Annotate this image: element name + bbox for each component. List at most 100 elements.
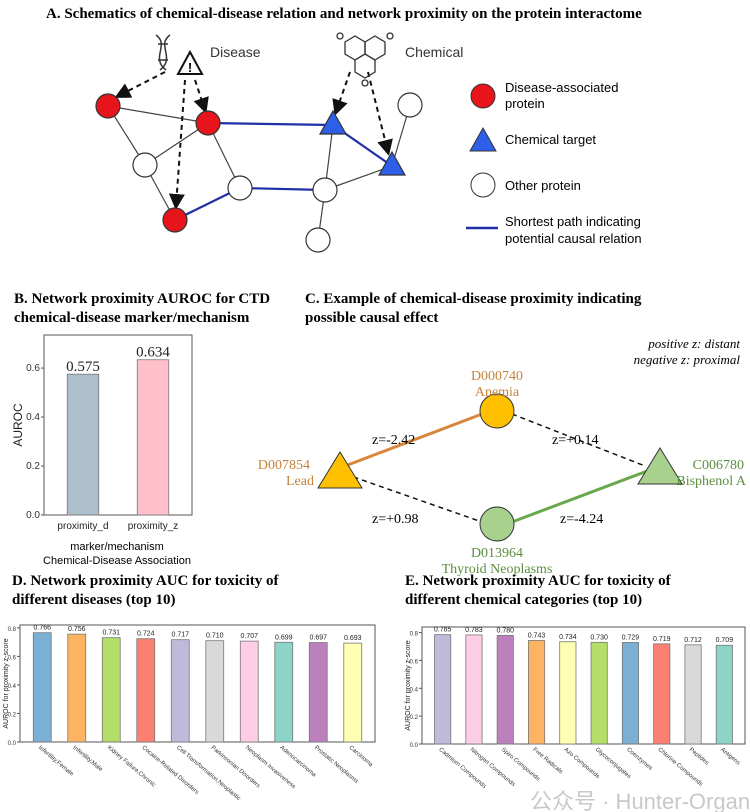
y-tick-label: 0.8 (8, 627, 17, 633)
bar (308, 642, 328, 743)
y-tick-label: 0.6 (26, 363, 40, 374)
data-label: 0.731 (102, 630, 120, 637)
panel-a-legend: Disease-associated protein Chemical targ… (466, 80, 642, 246)
legend-disease-label: Disease-associated (505, 80, 618, 95)
data-label: 0.575 (66, 359, 100, 375)
bar (465, 634, 483, 745)
y-tick-label: 0.8 (410, 632, 419, 638)
panel-d-title-2: different diseases (top 10) (12, 592, 175, 608)
legend-other-label: Other protein (505, 178, 581, 193)
disease-protein-node (195, 110, 221, 136)
bar (170, 639, 190, 743)
edge-thyroid-bisphenol (511, 468, 651, 524)
panel-c-title-2: possible causal effect (305, 310, 438, 326)
bar (32, 632, 52, 743)
y-tick-label: 0.4 (410, 687, 419, 693)
data-label: 0.719 (653, 636, 671, 643)
bar (434, 634, 452, 745)
y-tick-label: 0.2 (8, 712, 17, 718)
legend-other-icon (470, 172, 496, 198)
chemical-structure-icon (336, 32, 394, 87)
y-tick-label: 0.6 (410, 659, 419, 665)
shortest-path-edge (207, 121, 334, 127)
x-tick-label: Cell Transformation,Neoplastic (175, 745, 241, 802)
z-lead-anemia: z=-2.42 (372, 433, 415, 448)
shortest-path-edge (239, 186, 326, 192)
other-protein-node (312, 177, 338, 203)
chart-d: 0.0 0.2 0.4 0.6 0.8 AUROC for proximity z-sco… (3, 624, 376, 802)
x-tick-label: Free Radicals (531, 747, 563, 775)
bar (67, 633, 87, 743)
data-label: 0.785 (434, 627, 452, 634)
bar (715, 644, 733, 745)
data-label: 0.634 (136, 345, 170, 361)
y-axis-label: AUROC (11, 403, 25, 447)
legend-target-label: Chemical target (505, 132, 596, 147)
legend-path-label: Shortest path indicating (505, 214, 641, 229)
chemical-arrow (367, 71, 393, 156)
bar (343, 642, 363, 743)
x-tick-label: Carcinoma (347, 745, 374, 769)
chemical-target-node (377, 150, 407, 176)
thyroid-name: Thyroid Neoplasms (442, 562, 553, 577)
chemical-target-node (318, 109, 348, 135)
chart-b-xlabel-2: Chemical-Disease Association (43, 555, 191, 567)
y-tick-label: 0.0 (26, 510, 40, 521)
chart-b-xlabel: marker/mechanism (70, 541, 164, 553)
x-tick-label: Coenzymes (625, 747, 653, 772)
panel-e-title-2: different chemical categories (top 10) (405, 592, 642, 608)
other-protein-node (397, 92, 423, 118)
y-tick-label: 0.0 (410, 743, 419, 749)
edge (107, 105, 209, 124)
legend-disease-icon (470, 83, 496, 109)
edge-lead-thyroid (344, 473, 483, 523)
data-label: 0.699 (275, 634, 293, 641)
bisphenol-id: C006780 (693, 458, 744, 473)
data-label: 0.697 (309, 635, 327, 642)
other-protein-node (305, 227, 331, 253)
data-label: 0.693 (344, 635, 362, 642)
legend-target-icon (469, 126, 497, 152)
panel-c-note-2: negative z: proximal (634, 352, 741, 367)
thyroid-id: D013964 (471, 546, 523, 561)
legend-path-label-2: potential causal relation (505, 231, 642, 246)
x-tick-label: Infertility,Female (37, 745, 75, 778)
plot-frame (19, 624, 376, 743)
bar (239, 640, 259, 743)
x-tick-label: proximity_z (128, 521, 179, 532)
y-axis-label: AUROC for proximity z-score (405, 640, 412, 730)
data-label: 0.709 (716, 637, 734, 644)
lead-node (317, 451, 363, 489)
x-tick-label: Infertility,Male (71, 745, 103, 774)
data-label: 0.717 (171, 632, 189, 639)
bar (205, 640, 225, 743)
shortest-paths (174, 121, 393, 221)
bar (528, 640, 546, 745)
disease-protein-node (95, 93, 121, 119)
data-label: 0.766 (33, 625, 51, 632)
svg-text:!: ! (188, 60, 192, 75)
bar (684, 644, 702, 745)
plot-frame (421, 626, 746, 745)
y-tick-label: 0.6 (8, 655, 17, 661)
legend-disease-label-2: protein (505, 96, 545, 111)
chart-b: 0.0 0.2 0.4 0.6 AUROC 0.575 proximity_d 0.634 pr… (11, 334, 193, 532)
warning-icon: ! (176, 49, 204, 75)
disease-arrow (193, 79, 209, 114)
panel-d-title: D. Network proximity AUC for toxicity of (12, 573, 279, 589)
x-tick-label: Adenocarcinoma (278, 745, 317, 779)
other-protein-node (227, 175, 253, 201)
y-axis-label: AUROC for proximity z-score (3, 638, 10, 728)
panel-c-title: C. Example of chemical-disease proximity… (305, 291, 642, 307)
data-label: 0.783 (465, 627, 483, 634)
y-tick-label: 0.0 (8, 741, 17, 747)
thyroid-node (479, 506, 515, 542)
data-label: 0.729 (622, 634, 640, 641)
chemical-label: Chemical (405, 44, 463, 60)
z-anemia-bisphenol: z=+0.14 (552, 433, 599, 448)
disease-protein-node (162, 207, 188, 233)
chemical-arrow (332, 71, 351, 116)
bar (496, 634, 514, 745)
bar (136, 638, 156, 743)
